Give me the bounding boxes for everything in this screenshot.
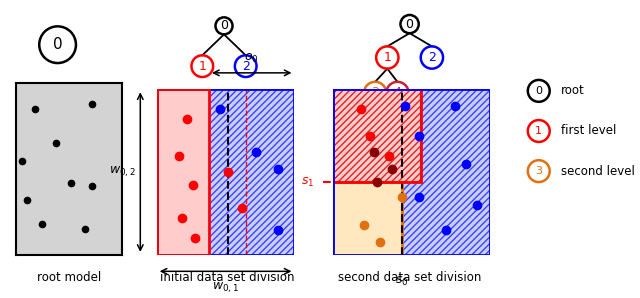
Text: 3: 3 <box>371 86 379 100</box>
Text: $w_{0,2}$: $w_{0,2}$ <box>109 165 136 179</box>
Text: $s_1$: $s_1$ <box>301 176 314 189</box>
Text: 2: 2 <box>428 51 436 64</box>
Text: 1: 1 <box>198 60 206 73</box>
Bar <box>157 89 209 255</box>
Text: first level: first level <box>561 125 616 137</box>
Bar <box>157 89 209 255</box>
Text: 1: 1 <box>383 51 391 64</box>
Text: second level: second level <box>561 164 634 178</box>
Text: root: root <box>561 84 584 97</box>
Text: 0: 0 <box>220 19 228 32</box>
Text: initial data set division: initial data set division <box>160 271 294 284</box>
Text: $o_0$: $o_0$ <box>244 52 259 65</box>
Bar <box>333 89 420 182</box>
Bar <box>333 182 402 255</box>
Text: 2: 2 <box>242 60 250 73</box>
Text: 0: 0 <box>535 86 542 96</box>
Text: root model: root model <box>36 271 101 284</box>
Text: 4: 4 <box>394 86 401 100</box>
Text: 3: 3 <box>535 166 542 176</box>
Bar <box>333 89 420 182</box>
Text: 0: 0 <box>52 37 63 52</box>
Text: 0: 0 <box>406 18 413 31</box>
Text: 1: 1 <box>535 126 542 136</box>
Text: $w_{0,1}$: $w_{0,1}$ <box>212 281 239 295</box>
Text: $s_0$: $s_0$ <box>395 275 408 288</box>
Text: second data set division: second data set division <box>338 271 481 284</box>
Bar <box>333 89 420 182</box>
